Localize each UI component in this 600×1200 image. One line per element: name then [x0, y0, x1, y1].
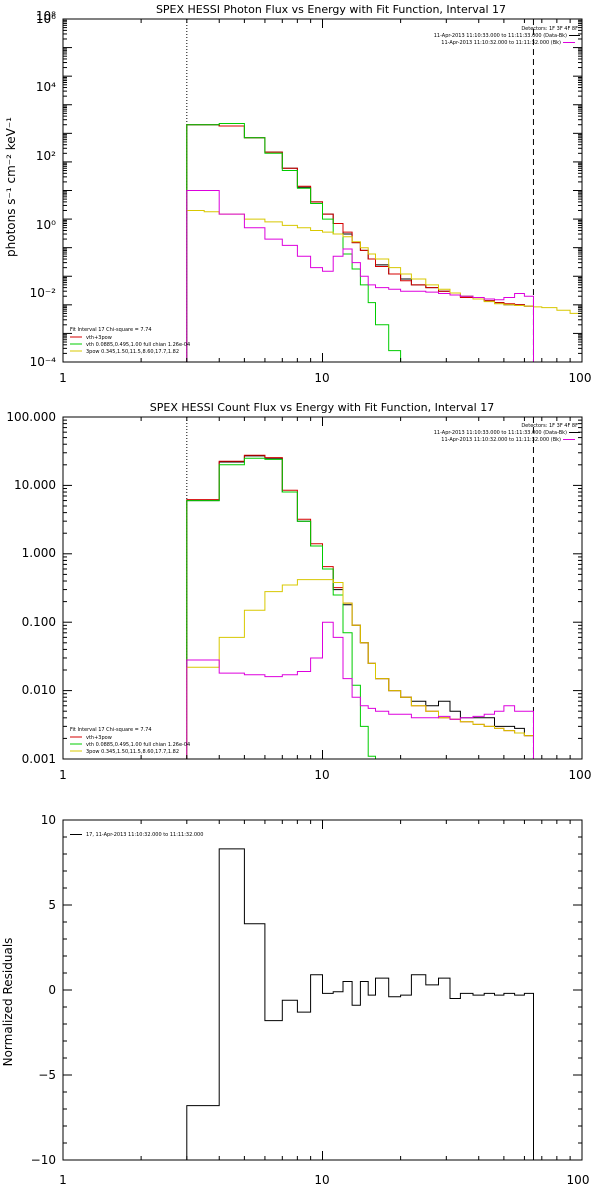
series-line-4 [186, 190, 534, 362]
count-data-interval-label: 11-Apr-2013 11:10:33.000 to 11:11:33.000… [434, 430, 567, 436]
photon-y-tick-1e8: 10⁸ [36, 9, 56, 23]
photon-y-tick-1e2: 10² [36, 149, 56, 163]
residuals-x-tick-10: 10 [314, 1173, 329, 1187]
count-legend-vth3pow: vth+3pow [86, 735, 112, 741]
count-y-tick-0.001: 0.001 [22, 752, 56, 766]
photon-plot-frame [62, 18, 583, 363]
photon-flux-panel: SPEX HESSI Photon Flux vs Energy with Fi… [4, 3, 591, 385]
photon-y-axis-label: photons s⁻¹ cm⁻² keV⁻¹ [4, 117, 18, 257]
count-y-tick-10.000: 10.000 [14, 478, 56, 492]
count-x-tick-1: 1 [59, 768, 67, 782]
photon-panel-title: SPEX HESSI Photon Flux vs Energy with Fi… [156, 3, 506, 16]
residuals-y-tick-5: 5 [48, 898, 56, 912]
photon-legend-vth: vth 0.0885,0.495,1.00 full chian 1.26e-0… [86, 342, 190, 348]
count-plot-area [186, 417, 534, 759]
photon-data-interval-label: 11-Apr-2013 11:10:33.000 to 11:11:33.000… [434, 33, 567, 39]
count-flux-panel: SPEX HESSI Count Flux vs Energy with Fit… [6, 401, 591, 782]
series-line-1 [186, 124, 534, 362]
photon-detectors-label: Detectors: 1F 3F 4F 8F [521, 26, 578, 32]
photon-x-tick-1: 1 [59, 371, 67, 385]
photon-bk-interval-label: 11-Apr-2013 11:10:32.000 to 11:11:32.000… [441, 40, 561, 46]
count-y-tick-100.000: 100.000 [6, 410, 56, 424]
series-line-2 [186, 457, 376, 759]
photon-y-tick-1e6: 10⁶ [36, 12, 56, 26]
photon-x-tick-10: 10 [314, 371, 329, 385]
count-legend-3pow: 3pow 0.345,1.50,11.5,8.60,17.7,1.82 [86, 749, 179, 755]
count-legend-vth: vth 0.0885,0.495,1.00 full chian 1.26e-0… [86, 742, 190, 748]
count-panel-title: SPEX HESSI Count Flux vs Energy with Fit… [150, 401, 494, 414]
photon-y-tick-1e4: 10⁴ [36, 80, 56, 94]
count-bk-interval-label: 11-Apr-2013 11:10:32.000 to 11:11:32.000… [441, 437, 561, 443]
photon-fit-label: Fit Interval 17 Chi-square = 7.74 [70, 327, 152, 333]
residuals-y-tick-10: 10 [41, 813, 56, 827]
residuals-y-tick-0: 0 [48, 983, 56, 997]
residuals-panel: Normalized Residuals 1 10 100 −10 −5 0 5… [1, 813, 589, 1187]
residuals-legend-label: 17, 11-Apr-2013 11:10:32.000 to 11:11:32… [86, 832, 203, 838]
residuals-x-tick-100: 100 [567, 1173, 590, 1187]
series-line-3 [186, 210, 583, 317]
residuals-y-tick-minus5: −5 [38, 1068, 56, 1082]
count-y-tick-0.100: 0.100 [22, 615, 56, 629]
photon-y-tick-1e-2: 10⁻² [30, 286, 57, 300]
count-x-tick-10: 10 [314, 768, 329, 782]
series-line-4 [186, 621, 534, 759]
photon-y-tick-1e0: 10⁰ [36, 218, 56, 232]
series-line-2 [186, 123, 412, 363]
residuals-axis-ticks [62, 819, 582, 1161]
count-y-tick-0.010: 0.010 [22, 683, 56, 697]
series-line-0 [186, 848, 534, 1160]
residuals-y-axis-label: Normalized Residuals [1, 938, 15, 1067]
series-line-3 [186, 579, 534, 759]
count-fit-label: Fit Interval 17 Chi-square = 7.74 [70, 727, 152, 733]
count-axis-ticks [62, 416, 582, 760]
photon-y-tick-1e-4: 10⁻⁴ [30, 355, 57, 369]
photon-axis-ticks [62, 18, 582, 363]
residuals-y-tick-minus10: −10 [31, 1153, 56, 1167]
count-detectors-label: Detectors: 1F 3F 4F 8F [521, 423, 578, 429]
count-x-tick-100: 100 [569, 768, 592, 782]
count-y-tick-1.000: 1.000 [22, 546, 56, 560]
photon-plot-area [186, 19, 583, 363]
photon-legend-vth3pow: vth+3pow [86, 335, 112, 341]
photon-x-tick-100: 100 [569, 371, 592, 385]
photon-legend-3pow: 3pow 0.345,1.50,11.5,8.60,17.7,1.82 [86, 349, 179, 355]
residuals-plot-area [186, 848, 534, 1160]
residuals-x-tick-1: 1 [59, 1173, 67, 1187]
